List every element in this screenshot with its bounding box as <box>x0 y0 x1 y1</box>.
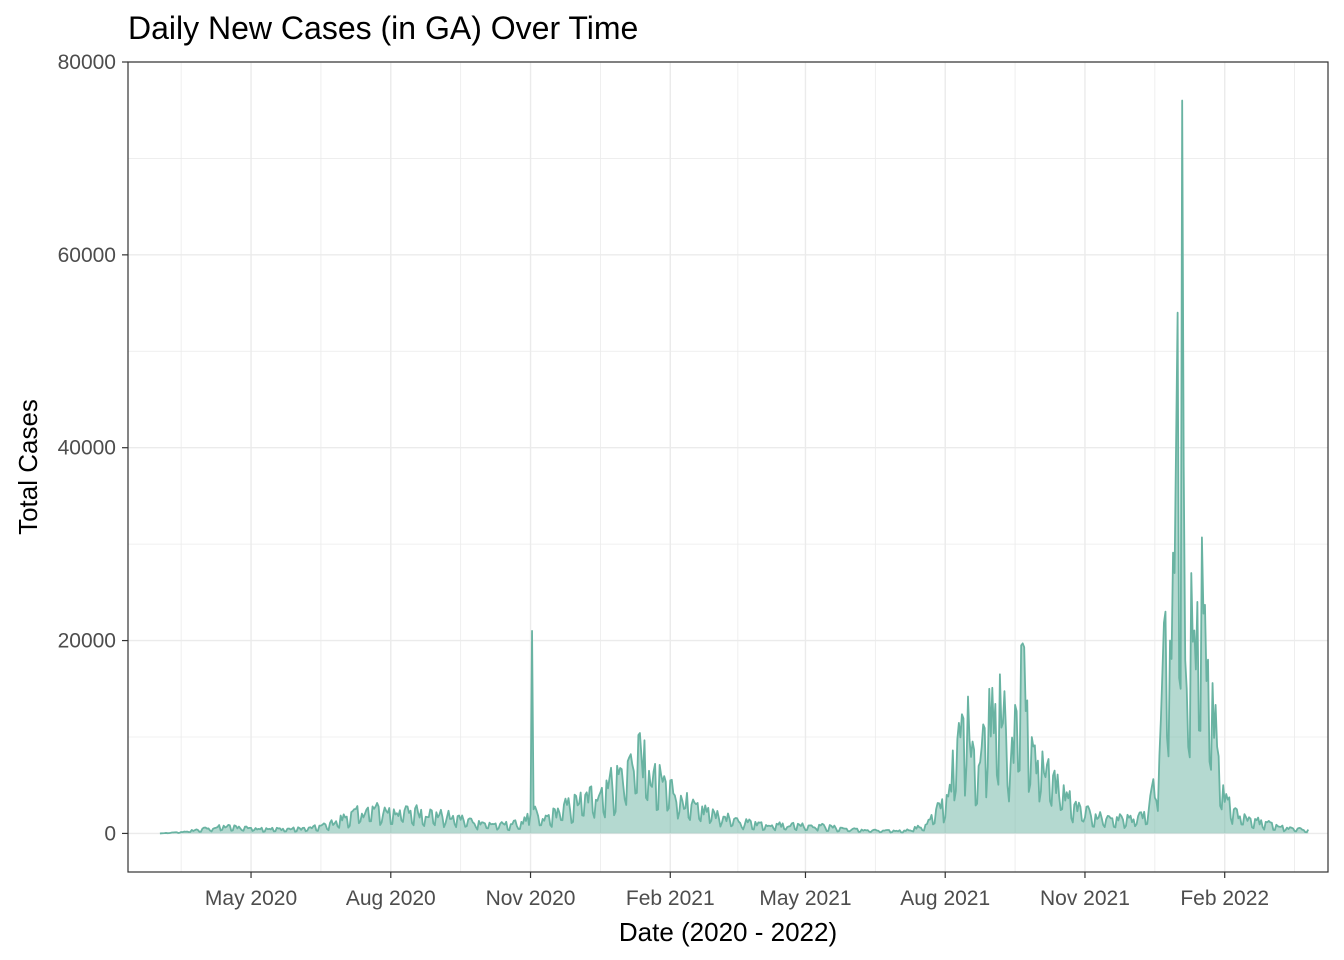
series-line <box>159 99 1310 835</box>
chart-title: Daily New Cases (in GA) Over Time <box>128 10 639 46</box>
grid-major <box>128 61 1328 872</box>
y-axis-title: Total Cases <box>13 399 43 535</box>
x-axis: May 2020 Aug 2020 Nov 2020 Feb 2021 May 2021… <box>205 872 1269 910</box>
plot-border <box>127 61 1329 873</box>
x-tick-label: Aug 2021 <box>900 887 990 910</box>
grid-minor <box>128 62 1328 872</box>
x-tick-label: Nov 2020 <box>486 887 576 910</box>
x-tick-label: Aug 2020 <box>346 887 436 910</box>
y-tick-label: 20000 <box>58 630 116 653</box>
y-tick-label: 80000 <box>58 51 116 74</box>
y-tick-label: 0 <box>104 822 116 845</box>
x-axis-title: Date (2020 - 2022) <box>619 917 837 947</box>
y-tick-label: 60000 <box>58 244 116 267</box>
x-tick-label: Feb 2022 <box>1180 887 1269 910</box>
y-axis: 0 20000 40000 60000 80000 <box>58 51 128 845</box>
x-tick-label: Feb 2021 <box>626 887 715 910</box>
series-area <box>159 100 1309 834</box>
series <box>159 99 1310 835</box>
x-tick-label: May 2020 <box>205 887 297 910</box>
x-tick-label: Nov 2021 <box>1040 887 1130 910</box>
x-tick-label: May 2021 <box>759 887 851 910</box>
y-tick-label: 40000 <box>58 437 116 460</box>
